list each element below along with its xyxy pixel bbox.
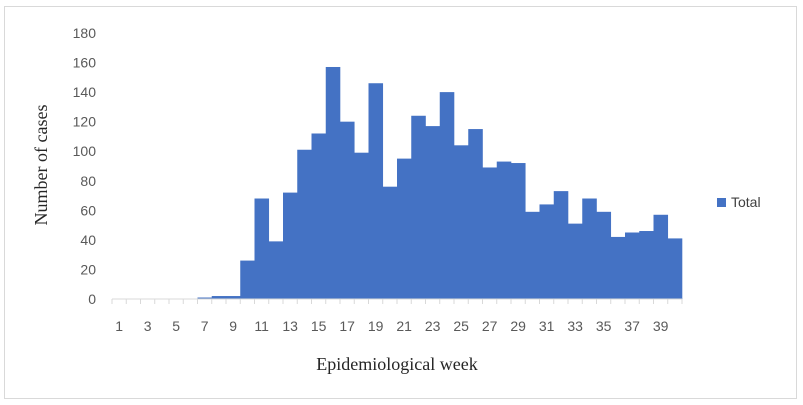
y-axis-ticks: 0 20 40 60 80 100 120 140 160 180 <box>73 25 97 307</box>
bar-week-40 <box>667 238 683 299</box>
bar-week-33 <box>568 223 583 299</box>
x-tick-label: 1 <box>115 318 123 334</box>
x-tick-label: 39 <box>653 318 669 334</box>
bar-week-20 <box>382 186 398 299</box>
x-tick-label: 15 <box>311 318 327 334</box>
bars <box>197 66 683 300</box>
bar-week-12 <box>268 241 284 299</box>
y-axis-title: Number of cases <box>31 105 51 226</box>
x-tick-label: 3 <box>144 318 152 334</box>
bar-week-11 <box>254 198 270 299</box>
x-tick-label: 37 <box>624 318 640 334</box>
bar-week-32 <box>553 191 569 299</box>
y-tick-label: 180 <box>73 25 97 41</box>
x-tick-label: 9 <box>229 318 237 334</box>
bar-week-24 <box>439 92 455 299</box>
legend: Total <box>717 194 761 210</box>
x-axis-title: Epidemiological week <box>316 354 477 374</box>
x-tick-label: 27 <box>482 318 498 334</box>
legend-label-total: Total <box>731 194 761 210</box>
bar-week-34 <box>582 198 597 299</box>
x-tick-label: 25 <box>453 318 469 334</box>
bar-week-19 <box>368 83 384 300</box>
x-tick-label: 11 <box>254 318 269 334</box>
bar-week-29 <box>511 163 526 299</box>
bar-week-28 <box>496 161 512 299</box>
y-tick-label: 40 <box>80 232 96 248</box>
bar-week-39 <box>653 214 669 299</box>
bar-week-30 <box>525 211 540 299</box>
bar-week-27 <box>482 167 498 299</box>
bar-week-22 <box>411 115 426 299</box>
y-tick-label: 20 <box>80 261 96 277</box>
bar-week-23 <box>425 126 441 299</box>
bar-week-18 <box>354 152 369 299</box>
bar-week-10 <box>240 260 255 299</box>
x-tick-label: 7 <box>201 318 209 334</box>
bar-week-8 <box>211 296 227 299</box>
y-tick-label: 100 <box>73 143 97 159</box>
bar-week-9 <box>226 296 241 299</box>
y-tick-label: 120 <box>73 114 97 130</box>
bar-week-7 <box>197 297 213 299</box>
x-tick-label: 5 <box>172 318 180 334</box>
bar-week-14 <box>297 149 312 299</box>
bar-week-31 <box>539 204 555 299</box>
bar-week-21 <box>397 158 412 299</box>
y-tick-label: 80 <box>80 173 96 189</box>
x-axis-ticks: 1 3 5 7 9 11 13 15 17 19 21 23 25 27 29 31 33 35 37 39 <box>111 299 683 334</box>
bar-week-36 <box>610 236 626 299</box>
bar-week-15 <box>311 133 327 299</box>
x-tick-label: 17 <box>339 318 355 334</box>
x-tick-label: 23 <box>425 318 441 334</box>
x-tick-label: 35 <box>596 318 612 334</box>
bar-week-16 <box>325 66 341 300</box>
x-tick-label: 13 <box>282 318 298 334</box>
legend-swatch-total <box>717 198 726 207</box>
bar-week-13 <box>283 192 298 299</box>
bar-week-37 <box>625 232 640 299</box>
bar-week-25 <box>454 145 469 299</box>
bar-week-17 <box>340 121 355 299</box>
bar-week-38 <box>639 231 654 299</box>
y-tick-label: 60 <box>80 202 96 218</box>
bar-week-35 <box>596 211 612 299</box>
y-tick-label: 160 <box>73 55 97 71</box>
x-tick-label: 21 <box>396 318 412 334</box>
y-tick-label: 0 <box>88 291 96 307</box>
x-tick-label: 29 <box>510 318 526 334</box>
y-tick-label: 140 <box>73 84 97 100</box>
x-tick-label: 19 <box>368 318 384 334</box>
x-tick-label: 31 <box>539 318 555 334</box>
x-tick-label: 33 <box>567 318 583 334</box>
bar-week-26 <box>468 129 483 299</box>
